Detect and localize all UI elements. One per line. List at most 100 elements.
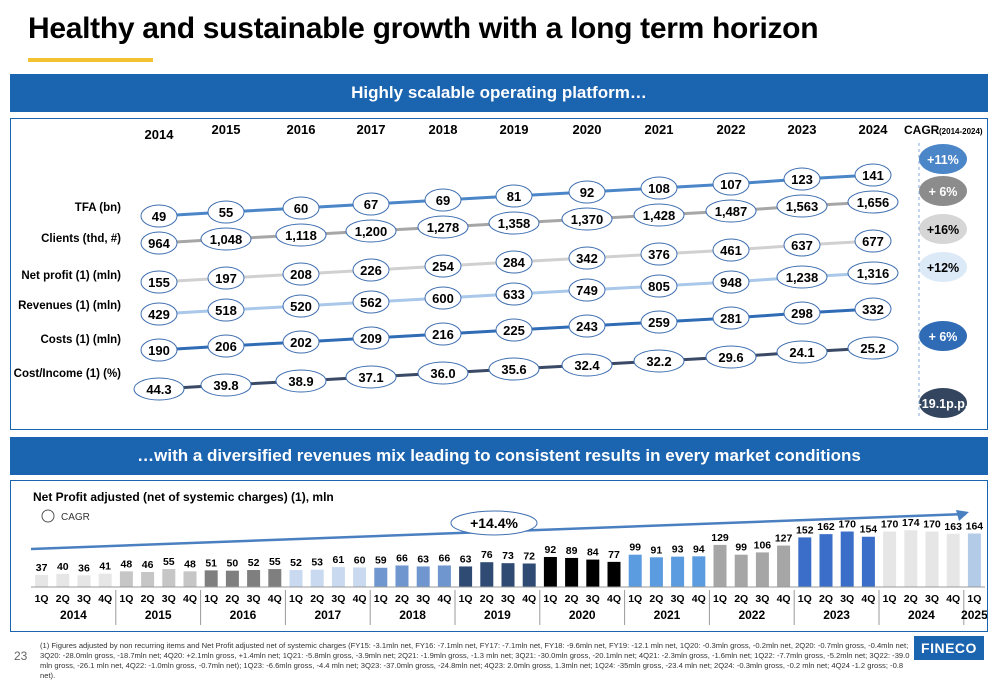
value-label: 108: [648, 181, 670, 196]
value-label: 25.2: [860, 341, 885, 356]
bar-chart-title: Net Profit adjusted (net of systemic cha…: [33, 490, 334, 504]
year-label-2024: 2024: [859, 122, 889, 137]
cagr-value-1: + 6%: [929, 185, 958, 199]
quarter-label: 3Q: [925, 593, 939, 605]
quarter-label: 1Q: [883, 593, 897, 605]
year-group-label-2014: 2014: [60, 608, 87, 622]
bar-value-label: 127: [775, 533, 793, 545]
bar-2021-4Q: [692, 556, 706, 587]
cagr-value-2: +16%: [927, 223, 959, 237]
bar-2020-2Q: [565, 557, 579, 587]
value-bubble: [633, 203, 685, 227]
value-bubble: [776, 194, 828, 218]
quarter-label: 2Q: [819, 593, 833, 605]
value-label: 60: [294, 201, 308, 216]
value-bubble: [424, 322, 462, 346]
value-bubble: [495, 250, 533, 274]
bar-value-label: 66: [439, 552, 451, 564]
value-bubble: [640, 310, 678, 334]
bar-value-label: 50: [227, 558, 239, 570]
value-label: 633: [503, 287, 525, 302]
value-label: 1,278: [427, 220, 460, 235]
value-bubble: [847, 261, 899, 285]
bar-2022-3Q: [755, 552, 769, 587]
bar-2016-1Q: [204, 570, 218, 587]
value-bubble: [140, 270, 178, 294]
value-label: 38.9: [288, 374, 313, 389]
page-number: 23: [14, 649, 28, 663]
value-label: 44.3: [146, 382, 171, 397]
value-bubble: [712, 172, 750, 196]
quarter-label: 3Q: [755, 593, 769, 605]
quarter-label: 4Q: [522, 593, 536, 605]
bar-value-label: 154: [860, 524, 878, 536]
value-bubble: [417, 361, 469, 385]
bar-value-label: 60: [354, 554, 366, 566]
quarter-label: 3Q: [331, 593, 345, 605]
bar-value-label: 170: [923, 519, 941, 531]
value-bubble: [275, 369, 327, 393]
quarter-label: 3Q: [586, 593, 600, 605]
bar-value-label: 170: [881, 519, 899, 531]
value-label: 216: [432, 327, 454, 342]
value-label: 1,118: [285, 228, 317, 243]
value-label: 948: [720, 275, 742, 290]
quarter-label: 1Q: [798, 593, 812, 605]
bar-value-label: 61: [333, 554, 345, 566]
quarter-label: 1Q: [543, 593, 557, 605]
quarter-label: 2Q: [395, 593, 409, 605]
quarter-label: 3Q: [671, 593, 685, 605]
value-bubble: [783, 301, 821, 325]
quarter-label: 2Q: [225, 593, 239, 605]
value-label: 209: [360, 331, 382, 346]
bar-2014-1Q: [35, 574, 49, 587]
value-label: 49: [152, 209, 166, 224]
bar-value-label: 48: [121, 558, 133, 570]
quarter-label: 1Q: [713, 593, 727, 605]
value-label: 1,316: [857, 266, 890, 281]
value-bubble: [568, 180, 606, 204]
value-bubble: [495, 318, 533, 342]
year-label-2018: 2018: [429, 122, 458, 137]
year-label-2015: 2015: [212, 122, 241, 137]
bar-2024-1Q: [883, 531, 897, 587]
bar-value-label: 63: [417, 553, 429, 565]
bar-2024-4Q: [946, 533, 960, 587]
value-bubble: [783, 167, 821, 191]
quarter-label: 4Q: [607, 593, 621, 605]
bar-2023-4Q: [861, 536, 875, 587]
value-label: 562: [360, 295, 382, 310]
year-group-label-2015: 2015: [145, 608, 172, 622]
cagr-pill-2: [919, 214, 967, 244]
quarter-label: 4Q: [98, 593, 112, 605]
value-label: 429: [148, 307, 170, 322]
year-label-2020: 2020: [573, 122, 602, 137]
cagr-arrow-head: [956, 510, 969, 521]
bar-2014-4Q: [98, 573, 112, 587]
year-group-label-2019: 2019: [484, 608, 511, 622]
value-bubble: [568, 246, 606, 270]
year-label-2017: 2017: [357, 122, 386, 137]
quarter-label: 4Q: [777, 593, 791, 605]
bar-value-label: 162: [817, 521, 835, 533]
quarter-label: 4Q: [692, 593, 706, 605]
value-label: 376: [648, 247, 670, 262]
value-label: 81: [507, 189, 521, 204]
value-bubble: [854, 297, 892, 321]
quarter-label: 4Q: [437, 593, 451, 605]
year-label-2023: 2023: [788, 122, 817, 137]
quarter-label: 1Q: [628, 593, 642, 605]
bar-2017-3Q: [331, 567, 345, 587]
quarter-label: 3Q: [162, 593, 176, 605]
quarter-label: 3Q: [501, 593, 515, 605]
year-group-label-2017: 2017: [314, 608, 341, 622]
bar-value-label: 52: [290, 557, 302, 569]
value-bubble: [207, 298, 245, 322]
value-label: 206: [215, 339, 237, 354]
value-label: 39.8: [213, 378, 238, 393]
year-label-2022: 2022: [717, 122, 746, 137]
bar-2021-2Q: [649, 557, 663, 587]
value-bubble: [282, 330, 320, 354]
quarter-label: 4Q: [268, 593, 282, 605]
value-label: 254: [432, 259, 454, 274]
